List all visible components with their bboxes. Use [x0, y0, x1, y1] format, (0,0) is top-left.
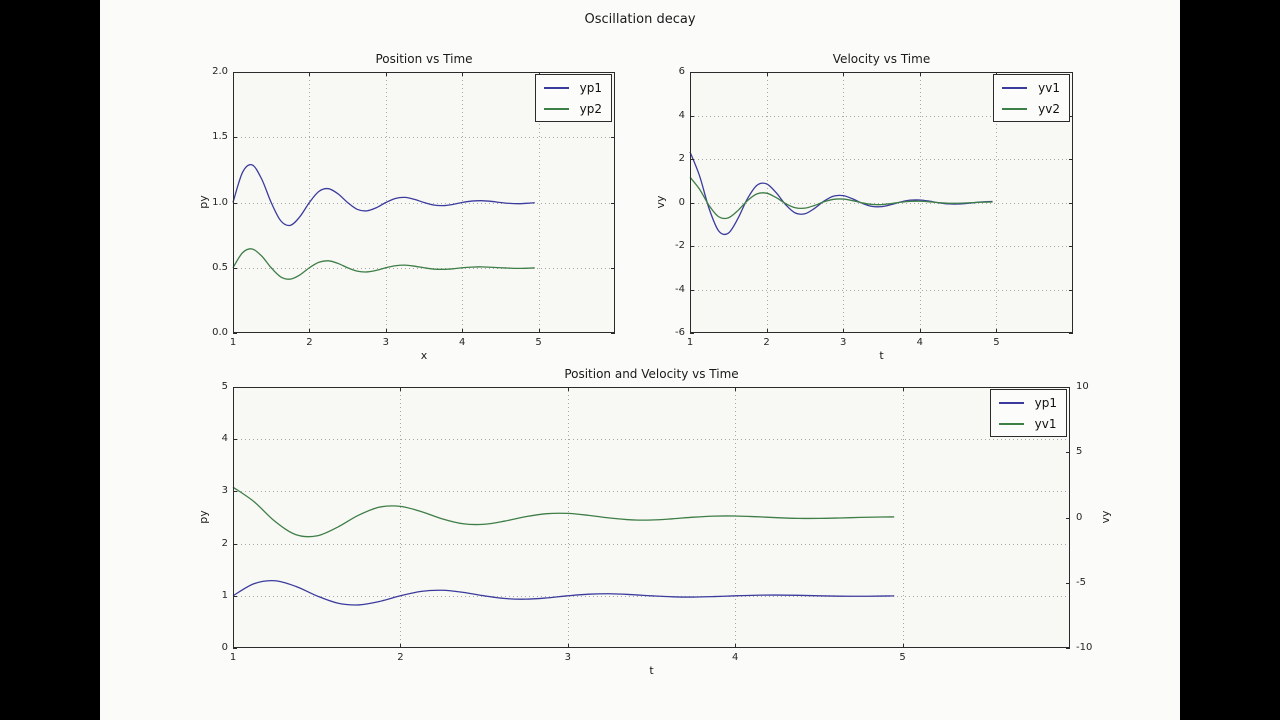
plot-title: Position and Velocity vs Time	[564, 367, 739, 381]
axes-border	[233, 72, 615, 333]
y-tick-label: 1	[221, 589, 228, 601]
y-tick-label: 0	[221, 642, 228, 653]
series-yv1-line	[689, 151, 993, 236]
x-tick-label: 4	[916, 337, 923, 348]
x-tick-label: 4	[732, 652, 739, 663]
legend-label: yv1	[1038, 80, 1060, 95]
subplot-position-vs-time: Position vs Time x py yp1 yp2 1 2 3 4 5 0.0 0.5…	[197, 52, 615, 362]
legend: yp1 yv1	[989, 389, 1067, 437]
y-right-tick-label: -5	[1076, 576, 1086, 588]
y-tick-label: 2	[678, 153, 685, 164]
x-axis-label: t	[649, 664, 654, 677]
y-tick-label: 3	[221, 485, 228, 497]
x-tick-label: 2	[763, 337, 770, 348]
figure-suptitle: Oscillation decay	[584, 12, 696, 27]
x-tick-label: 5	[535, 337, 542, 348]
legend-label: yv2	[1038, 101, 1060, 116]
legend-entry: yp1	[998, 394, 1057, 411]
plot-title: Velocity vs Time	[832, 52, 931, 66]
x-tick-label: 1	[229, 652, 237, 663]
y-axis-label-left: py	[197, 510, 210, 524]
letterbox-right	[1180, 0, 1280, 720]
y-tick-label: 4	[221, 433, 228, 445]
legend-entry: yv2	[1002, 100, 1060, 117]
y-tick-label: 0	[678, 196, 685, 208]
legend: yp1 yp2	[534, 74, 612, 122]
subplot-position-and-velocity-vs-time: Position and Velocity vs Time t py vy yp…	[197, 367, 1112, 677]
y-tick-label: 0.0	[212, 327, 228, 338]
plot-canvas	[232, 72, 615, 334]
y-tick-label: 1.0	[212, 196, 228, 208]
legend-entry: yv1	[998, 415, 1057, 432]
legend-entry: yp2	[543, 100, 602, 117]
x-tick-label: 3	[564, 652, 571, 663]
legend-label: yp1	[1034, 395, 1057, 410]
legend-line-sample	[543, 107, 569, 110]
series-yv1-line	[232, 486, 895, 538]
y-right-tick-label: 5	[1076, 446, 1083, 458]
axes-border	[690, 72, 1073, 333]
y-right-tick-label: 0	[1076, 511, 1083, 523]
x-tick-label: 4	[459, 337, 466, 348]
y-tick-label: 6	[678, 66, 685, 77]
y-tick-label: -6	[675, 327, 685, 338]
x-axis-label: x	[420, 349, 428, 362]
y-right-tick-label: 10	[1076, 381, 1089, 392]
x-tick-label: 3	[382, 337, 389, 348]
legend-line-sample	[1002, 107, 1028, 110]
y-tick-label: 5	[221, 381, 228, 392]
series-yp1-line	[232, 164, 535, 227]
legend-entry: yp1	[543, 79, 602, 96]
legend-entry: yv1	[1002, 79, 1060, 96]
y-tick-label: 2	[221, 537, 228, 549]
legend: yv1 yv2	[993, 74, 1070, 122]
legend-line-sample	[1002, 86, 1028, 89]
y-tick-label: -2	[675, 240, 685, 251]
x-tick-label: 2	[397, 652, 404, 663]
x-tick-label: 3	[840, 337, 847, 348]
plot-title: Position vs Time	[375, 52, 473, 66]
x-tick-label: 1	[229, 337, 237, 348]
x-tick-label: 5	[899, 652, 906, 663]
x-axis-label: t	[879, 349, 884, 362]
legend-line-sample	[998, 422, 1024, 425]
x-tick-label: 5	[993, 337, 1000, 348]
letterbox-left	[0, 0, 100, 720]
y-tick-label: 0.5	[212, 261, 228, 273]
plot-canvas	[689, 72, 1073, 334]
legend-label: yv1	[1034, 416, 1057, 431]
plot-canvas	[232, 387, 1070, 649]
y-tick-label: -4	[675, 283, 685, 295]
x-tick-label: 2	[306, 337, 313, 348]
matplotlib-figure: Oscillation decay Position vs Time x py …	[100, 0, 1180, 720]
x-tick-label: 1	[686, 337, 694, 348]
legend-line-sample	[998, 401, 1024, 404]
series-yv2-line	[689, 176, 993, 220]
legend-label: yp2	[579, 101, 602, 116]
legend-label: yp1	[579, 80, 602, 95]
y-tick-label: 1.5	[212, 131, 228, 143]
series-yp1-line	[232, 580, 895, 606]
legend-line-sample	[543, 86, 569, 89]
y-tick-label: 4	[678, 109, 685, 121]
y-right-tick-label: -10	[1076, 642, 1093, 653]
subplot-velocity-vs-time: Velocity vs Time t vy yv1 yv2 1 2 3 4 5 -6 -4 -2…	[654, 52, 1073, 362]
series-yp2-line	[232, 248, 535, 280]
y-tick-label: 2.0	[212, 66, 228, 77]
axes-border	[233, 387, 1070, 648]
